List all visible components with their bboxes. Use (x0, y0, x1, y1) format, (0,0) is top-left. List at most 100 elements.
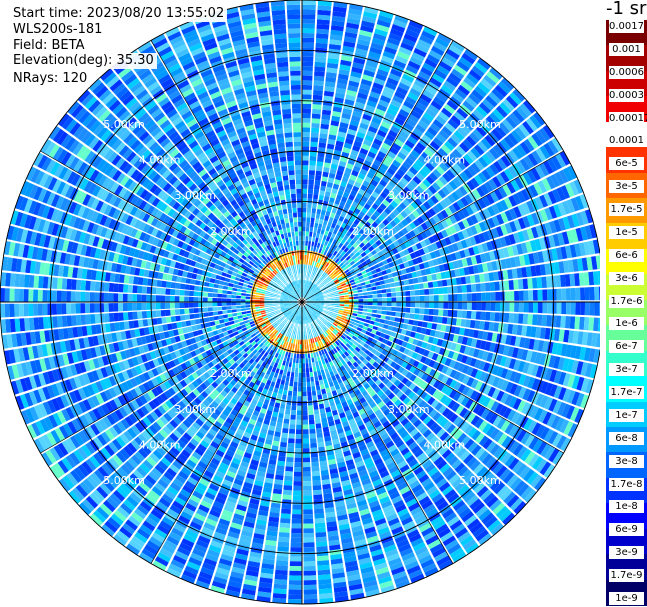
range-bin (438, 404, 448, 414)
range-bin (324, 306, 330, 310)
range-bin (198, 291, 204, 297)
range-bin (303, 532, 315, 538)
range-bin (585, 362, 593, 378)
range-bin (363, 343, 370, 349)
range-bin (302, 368, 306, 373)
range-bin (281, 508, 292, 515)
range-bin (519, 465, 532, 479)
range-bin (203, 287, 209, 293)
range-bin (523, 468, 535, 482)
range-bin (303, 570, 317, 576)
range-bin (282, 494, 292, 500)
range-bin (316, 313, 321, 318)
range-bin (217, 298, 222, 302)
range-bin (310, 305, 316, 308)
range-bin (494, 312, 500, 322)
range-bin (315, 536, 328, 543)
range-bin (386, 340, 393, 347)
range-bin (405, 363, 413, 371)
range-bin (302, 419, 309, 425)
range-bin (361, 346, 367, 353)
range-bin (550, 315, 557, 328)
range-bin (61, 278, 68, 290)
range-bin (312, 475, 321, 481)
range-bin (303, 551, 316, 557)
range-bin (290, 414, 297, 420)
range-bin (581, 331, 589, 346)
range-bin (575, 302, 581, 315)
range-bin (482, 330, 489, 341)
range-bin (303, 509, 314, 515)
range-bin (442, 407, 451, 417)
range-bin (430, 344, 437, 352)
range-bin (540, 380, 549, 394)
range-bin (553, 328, 561, 342)
range-bin (207, 307, 213, 312)
range-bin (547, 302, 553, 314)
range-bin (486, 331, 494, 342)
range-bin (156, 310, 162, 318)
range-bin (284, 471, 294, 477)
range-bin (535, 393, 545, 407)
range-bin (306, 303, 311, 306)
range-bin (345, 318, 351, 323)
range-bin (432, 361, 440, 370)
range-bin (419, 302, 425, 308)
range-bin (289, 561, 302, 567)
range-bin (161, 280, 167, 288)
range-bin (283, 485, 293, 491)
range-bin (446, 317, 453, 325)
range-bin (482, 437, 493, 450)
range-bin (160, 310, 166, 317)
range-bin (302, 372, 306, 378)
range-bin (354, 346, 361, 353)
range-bin (465, 319, 471, 328)
range-bin (591, 332, 598, 347)
range-bin (500, 302, 505, 312)
range-bin (302, 448, 310, 453)
range-bin (14, 288, 20, 302)
range-bin (562, 357, 570, 372)
range-bin (305, 305, 310, 309)
range-bin (445, 367, 453, 377)
range-bin (133, 320, 139, 329)
range-bin (303, 504, 313, 510)
range-bin (425, 366, 433, 375)
range-bin (103, 292, 109, 302)
range-bin (56, 303, 62, 315)
range-bin (400, 312, 406, 318)
range-bin (548, 448, 560, 463)
range-bin (174, 289, 180, 296)
range-bin (427, 336, 435, 344)
range-bin (311, 303, 316, 305)
range-bin (303, 537, 315, 543)
range-bin (454, 326, 461, 335)
range-bin (295, 363, 299, 368)
range-bin (280, 441, 288, 448)
range-bin (429, 329, 436, 337)
range-bin (480, 408, 490, 420)
range-bin (275, 474, 284, 481)
range-bin (542, 302, 548, 314)
range-bin (292, 391, 298, 397)
range-bin (405, 342, 413, 350)
range-bin (289, 566, 302, 571)
range-bin (277, 455, 286, 462)
range-bin (440, 324, 447, 332)
range-bin (303, 462, 311, 468)
range-bins (0, 0, 600, 604)
range-bin (436, 338, 444, 347)
range-bin (417, 320, 424, 327)
range-bin (474, 358, 482, 369)
range-bin (414, 346, 421, 354)
range-bin (302, 438, 310, 444)
range-bin (275, 569, 288, 576)
range-bin (458, 373, 466, 383)
range-bin (338, 321, 344, 326)
range-bin (311, 470, 321, 477)
range-bin (580, 302, 586, 316)
range-bin (425, 342, 433, 351)
range-bin (99, 303, 105, 313)
range-bin (528, 302, 534, 313)
range-bin (509, 302, 515, 312)
